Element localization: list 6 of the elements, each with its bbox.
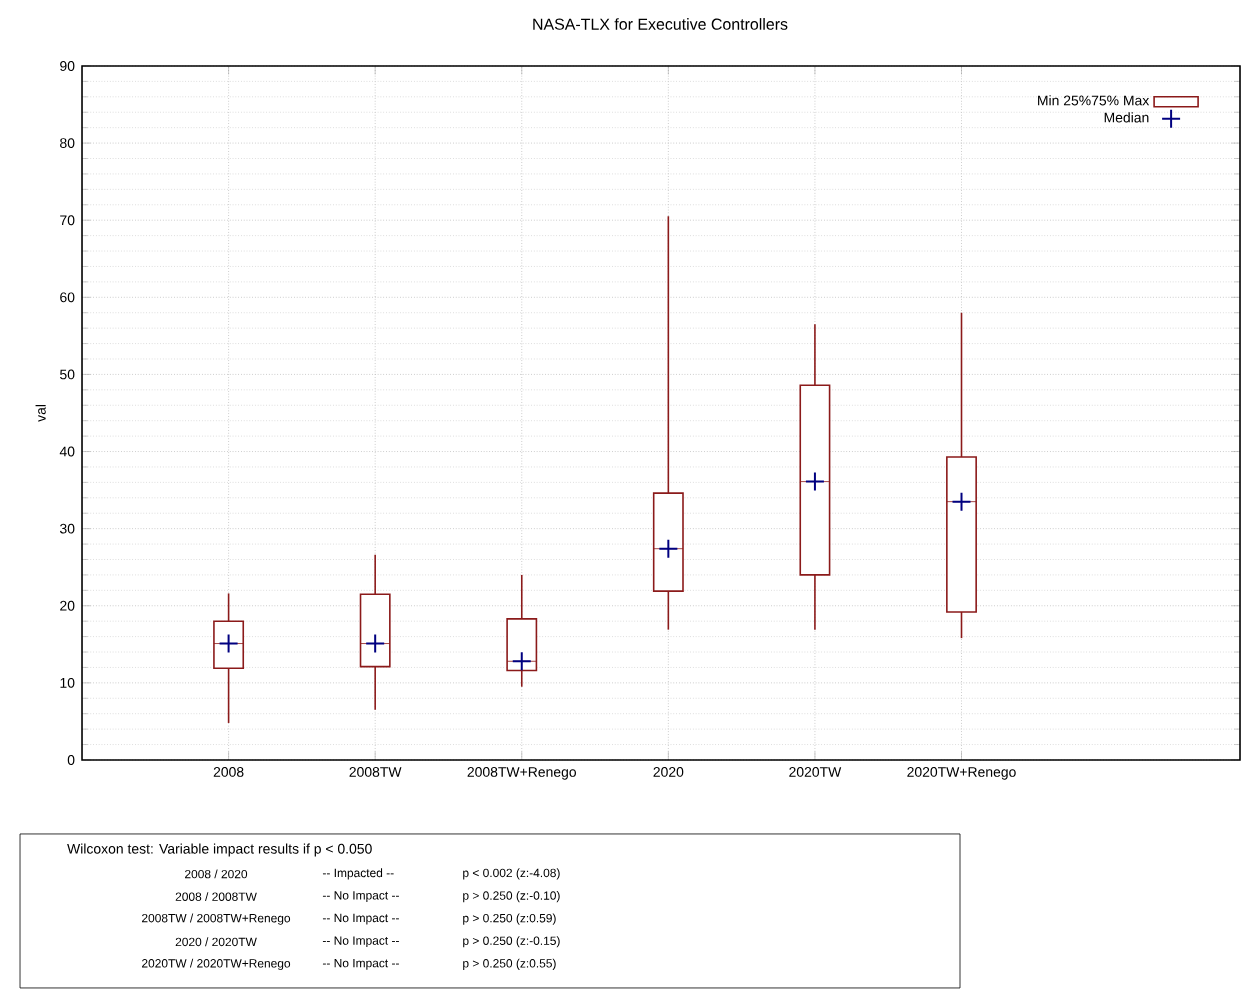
point: [512, 652, 531, 671]
point: [366, 634, 385, 653]
point: [219, 634, 238, 653]
point: [952, 492, 971, 511]
point: [659, 539, 678, 558]
point: [805, 472, 824, 491]
